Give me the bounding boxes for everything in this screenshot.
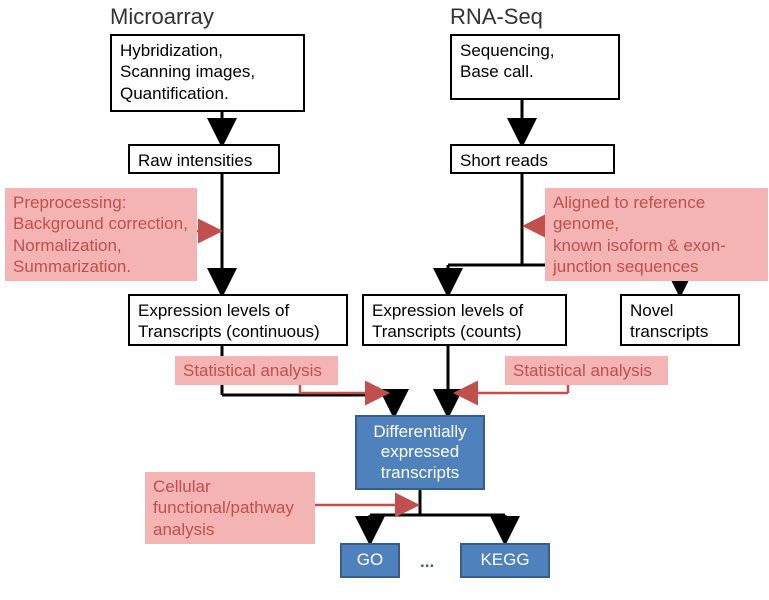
node-rs-step2: Short reads [450, 144, 615, 174]
annotation-stat-right: Statistical analysis [505, 356, 668, 385]
annotation-alignment: Aligned to reference genome, known isofo… [545, 188, 768, 281]
node-ma-step3: Expression levels of Transcripts (contin… [128, 294, 348, 346]
node-ma-step1: Hybridization, Scanning images, Quantifi… [110, 34, 305, 112]
annotation-stat-left: Statistical analysis [175, 356, 338, 385]
node-kegg: KEGG [460, 543, 550, 578]
node-ma-step2: Raw intensities [128, 144, 280, 174]
heading-microarray: Microarray [110, 4, 214, 30]
node-de-transcripts: Differentially expressed transcripts [355, 415, 485, 490]
annotation-preprocessing: Preprocessing: Background correction, No… [5, 188, 197, 281]
node-dots: ... [420, 552, 434, 572]
annotation-pathway: Cellular functional/pathway analysis [145, 472, 315, 544]
node-rs-step1: Sequencing, Base call. [450, 34, 620, 100]
heading-rnaseq: RNA-Seq [450, 4, 543, 30]
node-rs-step3a: Expression levels of Transcripts (counts… [362, 294, 567, 346]
node-rs-step3b: Novel transcripts [620, 294, 740, 346]
node-go: GO [340, 543, 400, 578]
